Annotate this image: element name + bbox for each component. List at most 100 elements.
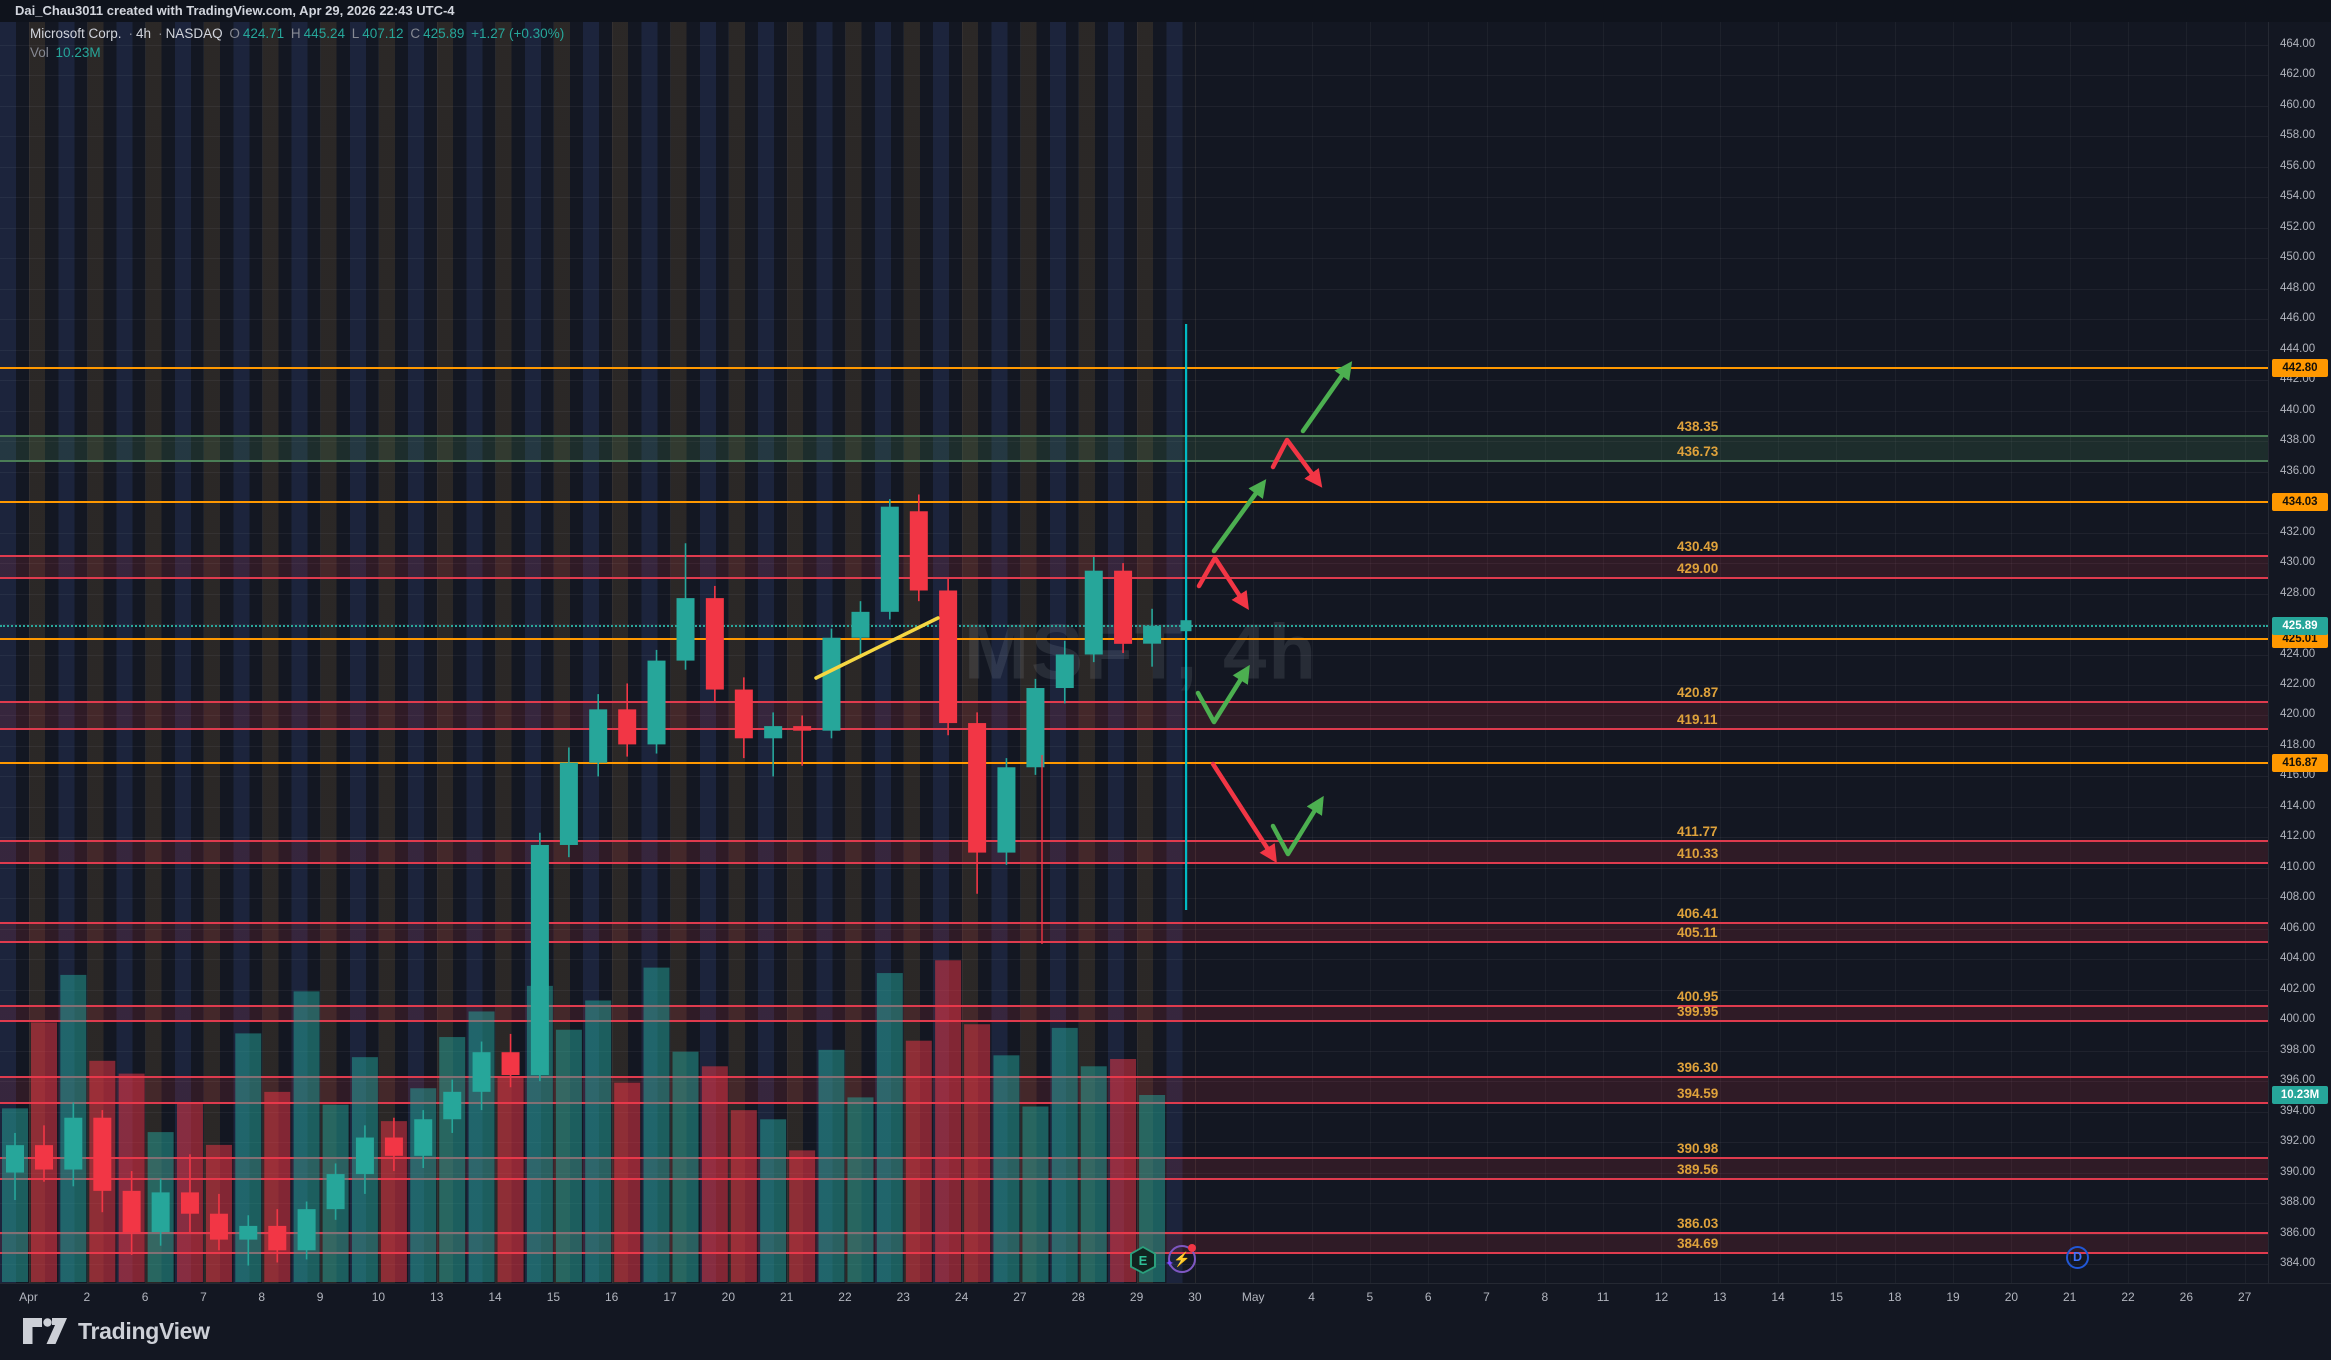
red-vertical-line-drawing[interactable]	[1041, 755, 1043, 944]
sparkle-icon: ✦	[1165, 1258, 1175, 1270]
grid-line-vertical	[903, 22, 905, 1283]
price-line-badge: 434.03	[2272, 492, 2328, 511]
grid-line-horizontal	[0, 227, 2268, 229]
ai-event-icon[interactable]: ⚡ ✦	[1165, 1244, 1196, 1273]
tradingview-logo[interactable]: TradingView	[22, 1316, 210, 1346]
price-tick-label: 462.00	[2280, 68, 2316, 81]
legend-volume-row: Vol 10.23M	[30, 45, 567, 60]
grid-line-horizontal	[0, 471, 2268, 473]
dividend-badge-letter: D	[2072, 1250, 2083, 1264]
drawing-annotations[interactable]	[814, 324, 1353, 944]
green-arrow-drawing[interactable]	[1300, 361, 1353, 434]
vertical-line-drawing[interactable]	[1185, 324, 1188, 910]
grid-line-horizontal	[0, 898, 2268, 900]
supply-zone-green[interactable]	[0, 434, 2268, 462]
price-tick-label: 432.00	[2280, 525, 2316, 538]
price-level-line[interactable]	[0, 638, 2268, 641]
volume-value-badge: 10.23M	[2272, 1085, 2328, 1104]
price-level-line[interactable]	[0, 762, 2268, 765]
time-tick-label: 14	[488, 1290, 502, 1304]
price-tick-label: 430.00	[2280, 556, 2316, 569]
volume-bars	[2, 960, 1166, 1282]
level-label: 420.87	[1677, 685, 1719, 701]
candle-body	[764, 726, 783, 739]
grid-line-vertical	[2186, 22, 2188, 1283]
time-tick-label: 21	[2063, 1290, 2077, 1304]
time-tick-label: 20	[721, 1290, 736, 1304]
level-label: 411.77	[1677, 823, 1718, 839]
grid-line-horizontal	[0, 441, 2268, 443]
volume-bar	[1022, 1106, 1049, 1282]
green-arrow-drawing[interactable]	[1270, 795, 1324, 857]
grid-line-horizontal	[0, 136, 2268, 138]
volume-bar	[876, 973, 903, 1282]
green-arrow-drawing[interactable]	[1211, 479, 1267, 554]
volume-bar	[789, 1150, 816, 1282]
time-tick-label: 26	[2179, 1290, 2194, 1304]
candle-body	[268, 1225, 287, 1251]
candle-body	[35, 1145, 53, 1170]
candle-body	[1055, 654, 1074, 689]
grid-line-horizontal	[0, 806, 2268, 808]
ohlc-open-value: 424.71	[242, 26, 285, 41]
volume-bar	[935, 960, 962, 1282]
resistance-zone-red[interactable]	[0, 554, 2268, 580]
price-tick-label: 452.00	[2280, 220, 2316, 233]
time-tick-label: May	[1241, 1290, 1265, 1304]
notification-dot	[1188, 1244, 1196, 1252]
price-level-line[interactable]	[0, 500, 2268, 503]
red-arrow-drawing[interactable]	[1210, 761, 1277, 864]
price-tick-label: 464.00	[2280, 38, 2316, 50]
last-price-badge: 425.89	[2272, 616, 2328, 635]
candle-body	[180, 1192, 199, 1214]
grid-line-horizontal	[0, 105, 2268, 107]
ohlc-close-value: 425.89	[423, 26, 465, 41]
level-label: 419.11	[1677, 712, 1718, 727]
symbol-legend[interactable]: Microsoft Corp. · 4h · NASDAQ O 424.71 H 445.2…	[30, 26, 567, 64]
volume-bar	[701, 1066, 728, 1282]
resistance-zone-red[interactable]	[0, 921, 2268, 944]
dividend-badge[interactable]: D	[2066, 1246, 2089, 1269]
grid-line-vertical	[1544, 22, 1546, 1283]
trendline-drawing[interactable]	[814, 616, 940, 680]
price-level-line[interactable]	[0, 367, 2268, 370]
vertical-line-anchor[interactable]	[1180, 620, 1192, 632]
grid-line-vertical	[145, 22, 147, 1283]
volume-bar	[964, 1024, 991, 1282]
price-axis[interactable]: 384.00 386.00 388.00 390.00 392.00 394.00 396.…	[2268, 22, 2331, 1283]
time-tick-label: 22	[838, 1290, 852, 1304]
symbol-name[interactable]: Microsoft Corp.	[30, 26, 122, 41]
resistance-zone-red[interactable]	[0, 839, 2268, 864]
price-tick-label: 456.00	[2280, 159, 2316, 172]
symbol-watermark: MSFT, 4h	[963, 607, 1319, 696]
ohlc-low-value: 407.12	[362, 26, 404, 41]
red-arrow-drawing[interactable]	[1270, 437, 1323, 488]
candle-body	[326, 1174, 345, 1210]
grid-line-vertical	[378, 22, 380, 1283]
time-tick-label: 19	[1946, 1290, 1960, 1304]
grid-line-vertical	[2069, 22, 2071, 1283]
grid-line-horizontal	[0, 563, 2268, 565]
green-arrow-drawing[interactable]	[1195, 664, 1250, 725]
grid-line-vertical	[203, 22, 205, 1283]
grid-line-horizontal	[0, 319, 2268, 321]
interval-value[interactable]: 4h	[136, 26, 152, 41]
candle-body	[355, 1137, 374, 1175]
candle-body	[676, 598, 695, 661]
candle-body	[1114, 570, 1133, 644]
red-arrow-drawing[interactable]	[1196, 555, 1249, 611]
resistance-zone-red[interactable]	[0, 701, 2268, 730]
resistance-zone-red[interactable]	[0, 1004, 2268, 1022]
candle-body	[384, 1137, 403, 1156]
candle-body	[530, 844, 549, 1076]
time-axis[interactable]: Apr 2 6 7 8 9 10 13 14 15 16 17 20 21 22 23 24 27 28 29 30 Ma…	[0, 1283, 2331, 1310]
level-label: 436.73	[1677, 443, 1719, 459]
grid-line-vertical	[261, 22, 263, 1283]
price-tick-label: 450.00	[2280, 251, 2316, 264]
ohlc-close-key: C	[410, 26, 421, 41]
grid-line-horizontal	[0, 1050, 2268, 1052]
time-tick-label: 13	[1713, 1290, 1727, 1304]
grid-line-vertical	[1894, 22, 1896, 1283]
